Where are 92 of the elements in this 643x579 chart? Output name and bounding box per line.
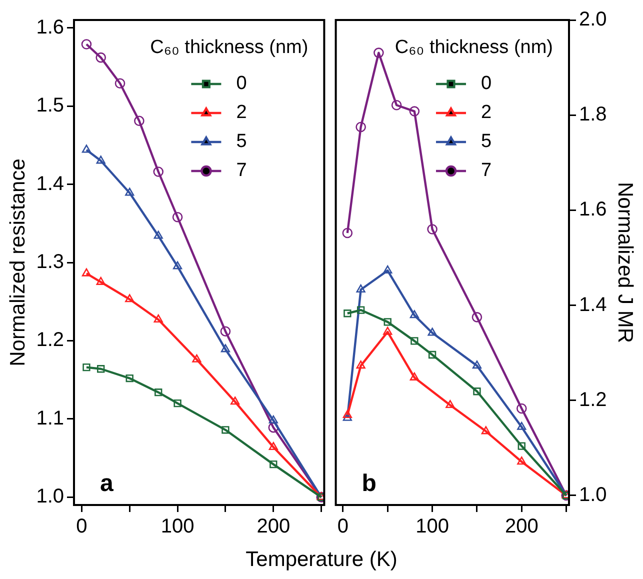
- point: [356, 284, 366, 293]
- point: [174, 399, 182, 408]
- point: [356, 306, 365, 314]
- point: [230, 396, 240, 405]
- point: [428, 350, 436, 359]
- point: [383, 265, 392, 274]
- point: [96, 52, 106, 63]
- point: [97, 365, 105, 373]
- point: [356, 122, 366, 132]
- point: [125, 294, 134, 302]
- point: [517, 456, 526, 465]
- y-tick-label: 1.0: [36, 486, 64, 508]
- point: [342, 412, 352, 421]
- point: [154, 230, 163, 239]
- point: [154, 314, 163, 323]
- point: [516, 403, 527, 414]
- legend-label: 5: [236, 131, 247, 152]
- x-axis-title: Temperature (K): [244, 548, 398, 572]
- point: [192, 354, 202, 362]
- point: [410, 310, 419, 318]
- legend-label: 5: [480, 131, 492, 152]
- x-tick-label: 0: [337, 516, 349, 538]
- point: [268, 422, 279, 433]
- point: [125, 188, 134, 196]
- legend-label: 7: [236, 160, 247, 182]
- legend-label: 2: [480, 102, 492, 124]
- legend-label: 7: [480, 160, 492, 182]
- legend-label: 0: [480, 73, 492, 94]
- point: [96, 156, 106, 164]
- y-tick-label: 1.4: [36, 172, 64, 195]
- point: [114, 78, 126, 89]
- point: [222, 426, 230, 434]
- x-tick-label: 200: [256, 516, 290, 538]
- point: [153, 166, 164, 177]
- point: [342, 228, 353, 238]
- x-tick-label: 0: [76, 516, 88, 538]
- point: [356, 360, 366, 369]
- point: [268, 442, 278, 450]
- y2-tick-label: 1.6: [578, 198, 607, 221]
- point: [154, 388, 162, 396]
- legend-label: 0: [236, 73, 247, 94]
- point: [473, 388, 481, 396]
- legend-label: 2: [236, 102, 247, 124]
- y-axis-title: Normalized resistance: [6, 158, 30, 366]
- point: [409, 106, 420, 116]
- point: [172, 261, 182, 270]
- point: [134, 116, 144, 126]
- legend-title: C₆₀ thickness (nm): [150, 37, 308, 58]
- y2-tick-label: 1.4: [578, 294, 607, 316]
- point: [410, 372, 419, 380]
- point: [82, 268, 92, 276]
- y2-tick-label: 1.2: [578, 388, 607, 411]
- y-tick-label: 1.6: [36, 16, 64, 38]
- point: [126, 374, 134, 382]
- point: [220, 344, 230, 352]
- point: [96, 276, 106, 285]
- point: [472, 360, 482, 369]
- x-tick-label: 100: [160, 516, 194, 538]
- point: [81, 39, 92, 50]
- point: [517, 422, 526, 430]
- point: [472, 312, 482, 322]
- point: [270, 460, 278, 468]
- point: [220, 326, 231, 336]
- y2-tick-label: 2.0: [578, 8, 607, 31]
- y2-tick-label: 1.0: [578, 484, 607, 506]
- y-tick-label: 1.1: [36, 407, 64, 430]
- point: [446, 400, 455, 408]
- y-tick-label: 1.5: [36, 94, 64, 117]
- point: [427, 224, 438, 234]
- y2-axis-title: Normalized J MR: [614, 182, 637, 344]
- x-tick-label: 100: [416, 516, 449, 538]
- point: [172, 212, 183, 222]
- annotation: b: [362, 470, 376, 497]
- point: [268, 415, 278, 424]
- point: [384, 318, 392, 326]
- point: [344, 310, 352, 318]
- y-tick-label: 1.3: [36, 251, 64, 274]
- point: [410, 337, 418, 345]
- point: [481, 426, 490, 434]
- point: [342, 410, 352, 418]
- point: [391, 100, 402, 110]
- y2-tick-label: 1.8: [578, 104, 607, 126]
- x-tick-label: 200: [504, 516, 538, 538]
- point: [82, 144, 92, 153]
- legend-title: C₆₀ thickness (nm): [394, 37, 553, 58]
- annotation: a: [100, 470, 114, 497]
- point: [383, 326, 392, 335]
- y-tick-label: 1.2: [36, 329, 64, 352]
- point: [82, 363, 90, 372]
- point: [518, 442, 526, 450]
- point: [374, 48, 384, 58]
- point: [428, 328, 437, 336]
